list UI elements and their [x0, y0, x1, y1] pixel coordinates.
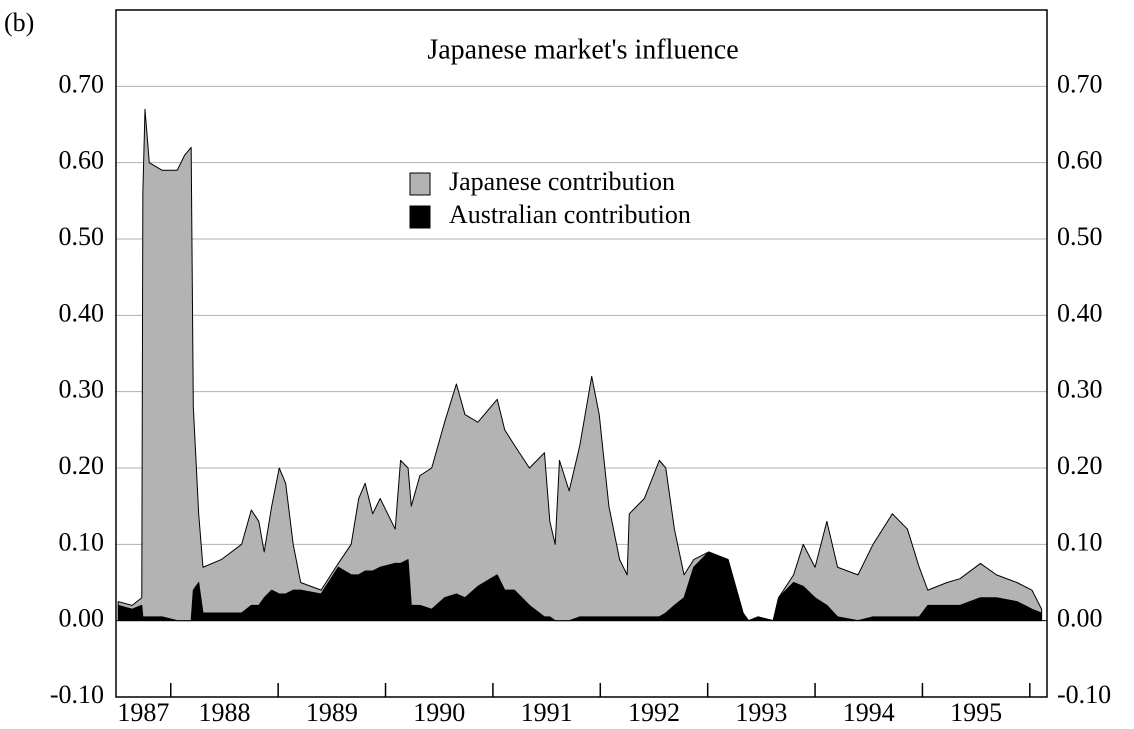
x-tick-label: 1987: [117, 698, 169, 727]
y2-tick-label: 0.20: [1057, 451, 1103, 480]
y-tick-label: 0.50: [59, 222, 105, 251]
x-tick-label: 1995: [950, 698, 1002, 727]
panel-label: (b): [4, 8, 34, 37]
x-tick-label: 1991: [521, 698, 573, 727]
chart-title: Japanese market's influence: [427, 34, 738, 65]
y-tick-label: 0.00: [59, 604, 105, 633]
y-tick-label: 0.40: [59, 298, 105, 327]
legend-swatch: [409, 205, 431, 229]
legend-swatch: [409, 172, 431, 196]
y-tick-label: 0.70: [59, 69, 105, 98]
legend-label: Japanese contribution: [449, 167, 675, 196]
x-tick-label: 1992: [628, 698, 680, 727]
y2-tick-label: 0.30: [1057, 375, 1103, 404]
y-tick-label: -0.10: [50, 680, 104, 709]
legend-label: Australian contribution: [449, 200, 691, 229]
x-tick-label: 1990: [413, 698, 465, 727]
y2-tick-label: 0.00: [1057, 604, 1103, 633]
area: [117, 108, 1043, 622]
y2-tick-label: 0.60: [1057, 146, 1103, 175]
y2-tick-label: 0.70: [1057, 69, 1103, 98]
y2-tick-label: 0.50: [1057, 222, 1103, 251]
y2-tick-label: 0.40: [1057, 298, 1103, 327]
y2-tick-label: -0.10: [1057, 680, 1111, 709]
x-tick-label: 1993: [735, 698, 787, 727]
x-tick-label: 1994: [843, 698, 895, 727]
y-tick-label: 0.30: [59, 375, 105, 404]
y-tick-label: 0.20: [59, 451, 105, 480]
x-tick-label: 1988: [198, 698, 250, 727]
y-tick-label: 0.60: [59, 146, 105, 175]
plot-frame: [115, 9, 1048, 698]
y2-tick-label: 0.10: [1057, 527, 1103, 556]
x-tick-label: 1989: [306, 698, 358, 727]
y-tick-label: 0.10: [59, 527, 105, 556]
